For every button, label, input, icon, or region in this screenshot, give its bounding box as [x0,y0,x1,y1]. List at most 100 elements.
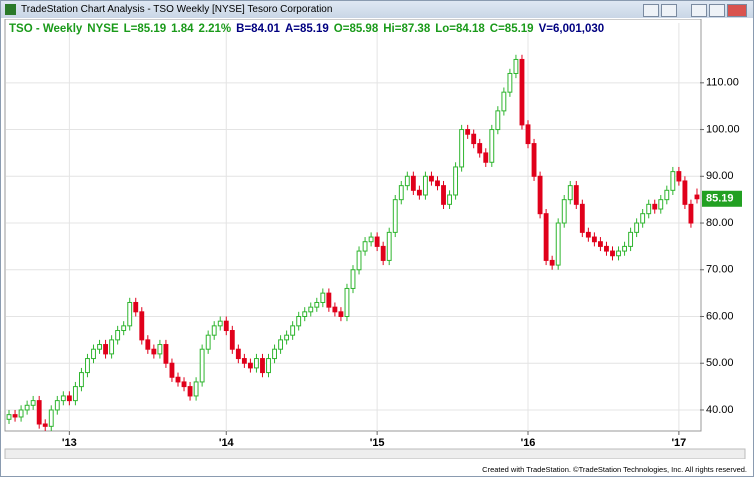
candle-body [12,414,18,418]
candle-body [145,339,151,350]
candle-body [634,222,640,233]
candle-body [362,241,368,252]
candle-body [585,231,591,238]
candle-body [604,245,609,252]
candle-body [109,339,115,355]
candle-body [483,152,489,163]
candle-body [18,409,24,418]
candle-body [477,143,483,154]
candle-body [24,404,30,411]
minimize-button[interactable] [691,4,707,17]
candle-body [72,386,78,402]
candle-body [561,199,567,224]
candle-body [241,358,247,364]
candle-body [453,166,459,196]
candle-body [290,325,296,336]
header-field: 1.84 [171,23,194,35]
y-tick-label: 50.00 [706,357,734,369]
y-tick-label: 110.00 [706,77,739,89]
menu-button[interactable] [643,4,659,17]
candle-body [211,325,217,336]
header-field: B=84.01 [236,23,280,35]
candle-body [127,301,133,327]
candle-body [332,306,338,313]
close-button[interactable] [727,4,747,17]
x-tick-label: '14 [219,437,235,449]
header-field: C=85.19 [489,23,534,35]
candle-body [380,245,386,261]
candle-body [688,203,694,224]
chart: 40.00 50.00 60.00 70.00 80.00 90.00 100.00 110.… [4,19,746,459]
candle-body [471,133,477,145]
candle-body [66,395,72,402]
candle-body [374,236,380,247]
candle-body [272,348,277,360]
candle-body [447,194,452,205]
maximize-button[interactable] [709,4,725,17]
y-tick-label: 100.00 [706,123,740,135]
candle-body [549,259,555,266]
candle-body [247,362,253,369]
candle-body [368,236,374,243]
x-tick-label: '17 [671,437,686,449]
header-field: V=6,001,030 [538,23,605,35]
candle-body [344,287,350,317]
candle-body [610,250,615,257]
candle-body [199,348,205,383]
candle-body [640,213,646,224]
y-tick-label: 60.00 [706,310,734,322]
candle-body [254,358,259,369]
candle-body [422,175,428,196]
candle-body [386,231,392,261]
candle-body [350,269,356,289]
header-field: 2.21% [198,23,232,35]
candle-body [682,180,688,205]
candle-body [465,129,471,135]
candle-body [567,185,573,201]
candle-body [628,231,634,247]
candle-body [235,348,241,360]
candle-body [6,414,12,420]
y-tick-label: 70.00 [706,264,734,276]
candle-body [30,400,36,406]
candle-body [139,311,145,341]
candle-body [133,301,139,313]
candle-body [302,311,308,317]
candle-body [338,311,344,317]
candle-body [489,129,495,163]
candle-body [555,222,561,266]
header-field: Hi=87.38 [383,23,431,35]
candle-body [85,358,90,374]
candle-body [266,358,271,374]
candle-body [326,292,332,308]
menu-button[interactable] [661,4,677,17]
candle-body [404,175,410,187]
header-field: O=85.98 [333,23,379,35]
header-field: A=85.19 [284,23,329,35]
candle-body [91,348,96,360]
header-field: Lo=84.18 [435,23,485,35]
candle-body [60,395,66,402]
candle-body [429,175,434,182]
window-title: TradeStation Chart Analysis - TSO Weekly… [21,4,333,15]
title-bar: TradeStation Chart Analysis - TSO Weekly… [1,1,753,18]
candle-body [537,175,543,215]
candle-body [229,330,235,350]
footer: Created with TradeStation. ©TradeStation… [482,465,747,474]
candle-body [356,250,362,271]
candle-body [525,124,531,145]
candle-body [260,358,265,374]
candle-body [187,386,193,397]
last-price-badge [702,190,742,207]
header-field: TSO - Weekly [9,23,83,35]
scrollbar[interactable] [4,448,746,459]
y-tick-label: 90.00 [706,170,734,182]
candle-body [622,245,627,252]
candle-body [42,423,48,427]
y-tick-label: 80.00 [706,217,734,229]
candle-body [416,189,422,196]
candle-body [36,400,42,425]
candle-body [115,330,121,341]
candle-body [54,400,60,411]
